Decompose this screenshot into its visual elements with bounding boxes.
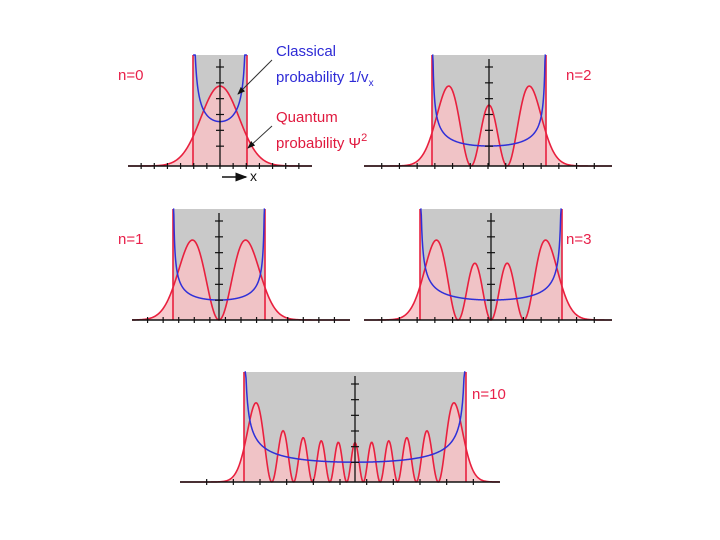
quantum-probability-fill [132,240,350,320]
quantum-probability-fill [180,402,500,482]
panel-label-n10: n=10 [472,386,506,403]
classical-annotation-line1: Classical [276,43,336,60]
x-axis-label: x [250,168,257,184]
quantum-annotation-superscript: 2 [361,132,367,144]
classical-annotation-line2: probability 1/vx [276,69,374,89]
classical-annotation-subscript: x [369,78,374,89]
panel-label-n3: n=3 [566,231,591,248]
quantum-annotation-line2: probability Ψ2 [276,132,367,152]
panel-n10 [180,371,500,485]
quantum-probability-fill [364,240,612,320]
panel-n3 [364,208,612,323]
quantum-annotation-line1: Quantum [276,109,338,126]
quantum-pointer-line [247,125,273,149]
panel-label-n0: n=0 [118,67,143,84]
panel-n0 [128,54,312,169]
panel-label-n1: n=1 [118,231,143,248]
panel-n2 [364,54,612,169]
panels-layer [128,54,612,485]
panel-n1 [131,208,350,323]
panel-label-n2: n=2 [566,67,591,84]
quantum-probability-curve [180,401,500,484]
quantum-probability-curve [364,239,612,321]
quantum-annotation-prefix: probability Ψ [276,135,361,152]
classical-pointer-line [237,59,273,95]
classical-annotation-prefix: probability 1/v [276,69,369,86]
